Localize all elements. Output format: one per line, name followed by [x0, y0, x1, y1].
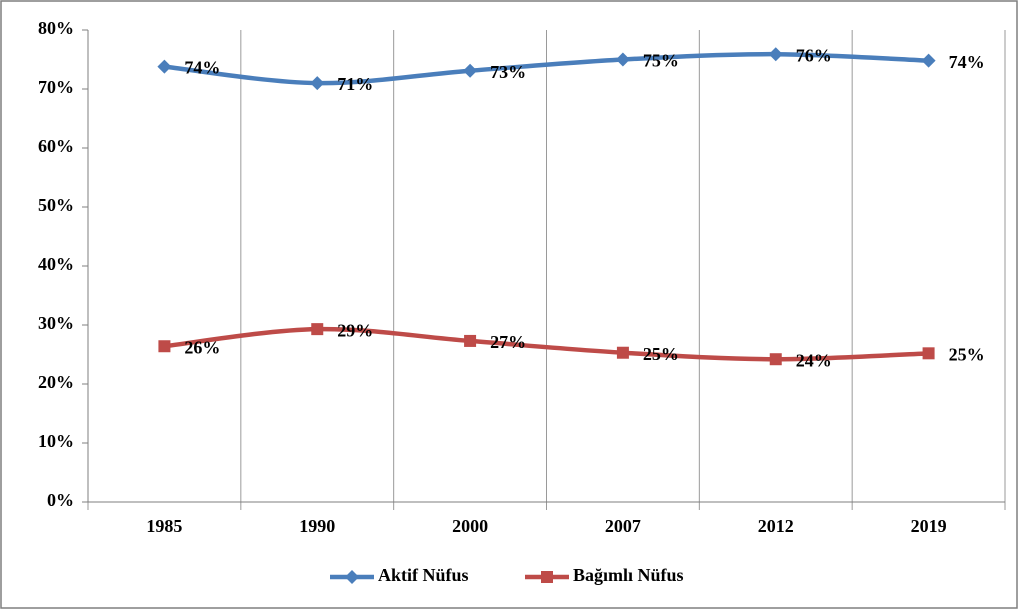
marker [310, 76, 325, 91]
x-tick-label: 2012 [758, 516, 794, 536]
data-label: 27% [490, 332, 526, 352]
data-label: 24% [796, 350, 832, 370]
data-label: 29% [337, 320, 373, 340]
y-tick-label: 30% [38, 313, 74, 333]
marker [768, 47, 783, 62]
data-label: 25% [643, 344, 679, 364]
x-tick-label: 2000 [452, 516, 488, 536]
data-label: 75% [643, 51, 679, 71]
data-label: 25% [949, 344, 985, 364]
data-label: 73% [490, 62, 526, 82]
y-tick-label: 20% [38, 372, 74, 392]
data-label: 74% [949, 52, 985, 72]
data-label: 71% [337, 74, 373, 94]
y-tick-label: 40% [38, 254, 74, 274]
y-tick-label: 50% [38, 195, 74, 215]
marker [615, 52, 630, 67]
marker [157, 59, 172, 74]
marker [921, 53, 936, 68]
marker [463, 63, 478, 78]
x-tick-label: 2007 [605, 516, 641, 536]
y-tick-label: 0% [47, 490, 74, 510]
x-tick-label: 2019 [911, 516, 947, 536]
x-tick-label: 1990 [299, 516, 335, 536]
y-tick-label: 70% [38, 77, 74, 97]
marker [464, 334, 477, 347]
marker [616, 346, 629, 359]
marker [769, 353, 782, 366]
marker [158, 340, 171, 353]
y-tick-label: 10% [38, 431, 74, 451]
data-label: 74% [184, 58, 220, 78]
marker [311, 323, 324, 336]
marker [345, 570, 359, 584]
legend-label: Aktif Nüfus [378, 565, 469, 585]
marker [541, 571, 553, 583]
marker [922, 347, 935, 360]
line [164, 326, 929, 362]
legend-label: Bağımlı Nüfus [573, 565, 684, 585]
data-label: 26% [184, 337, 220, 357]
y-tick-label: 80% [38, 18, 74, 38]
data-label: 76% [796, 45, 832, 65]
y-tick-label: 60% [38, 136, 74, 156]
line [164, 51, 929, 86]
x-tick-label: 1985 [146, 516, 182, 536]
